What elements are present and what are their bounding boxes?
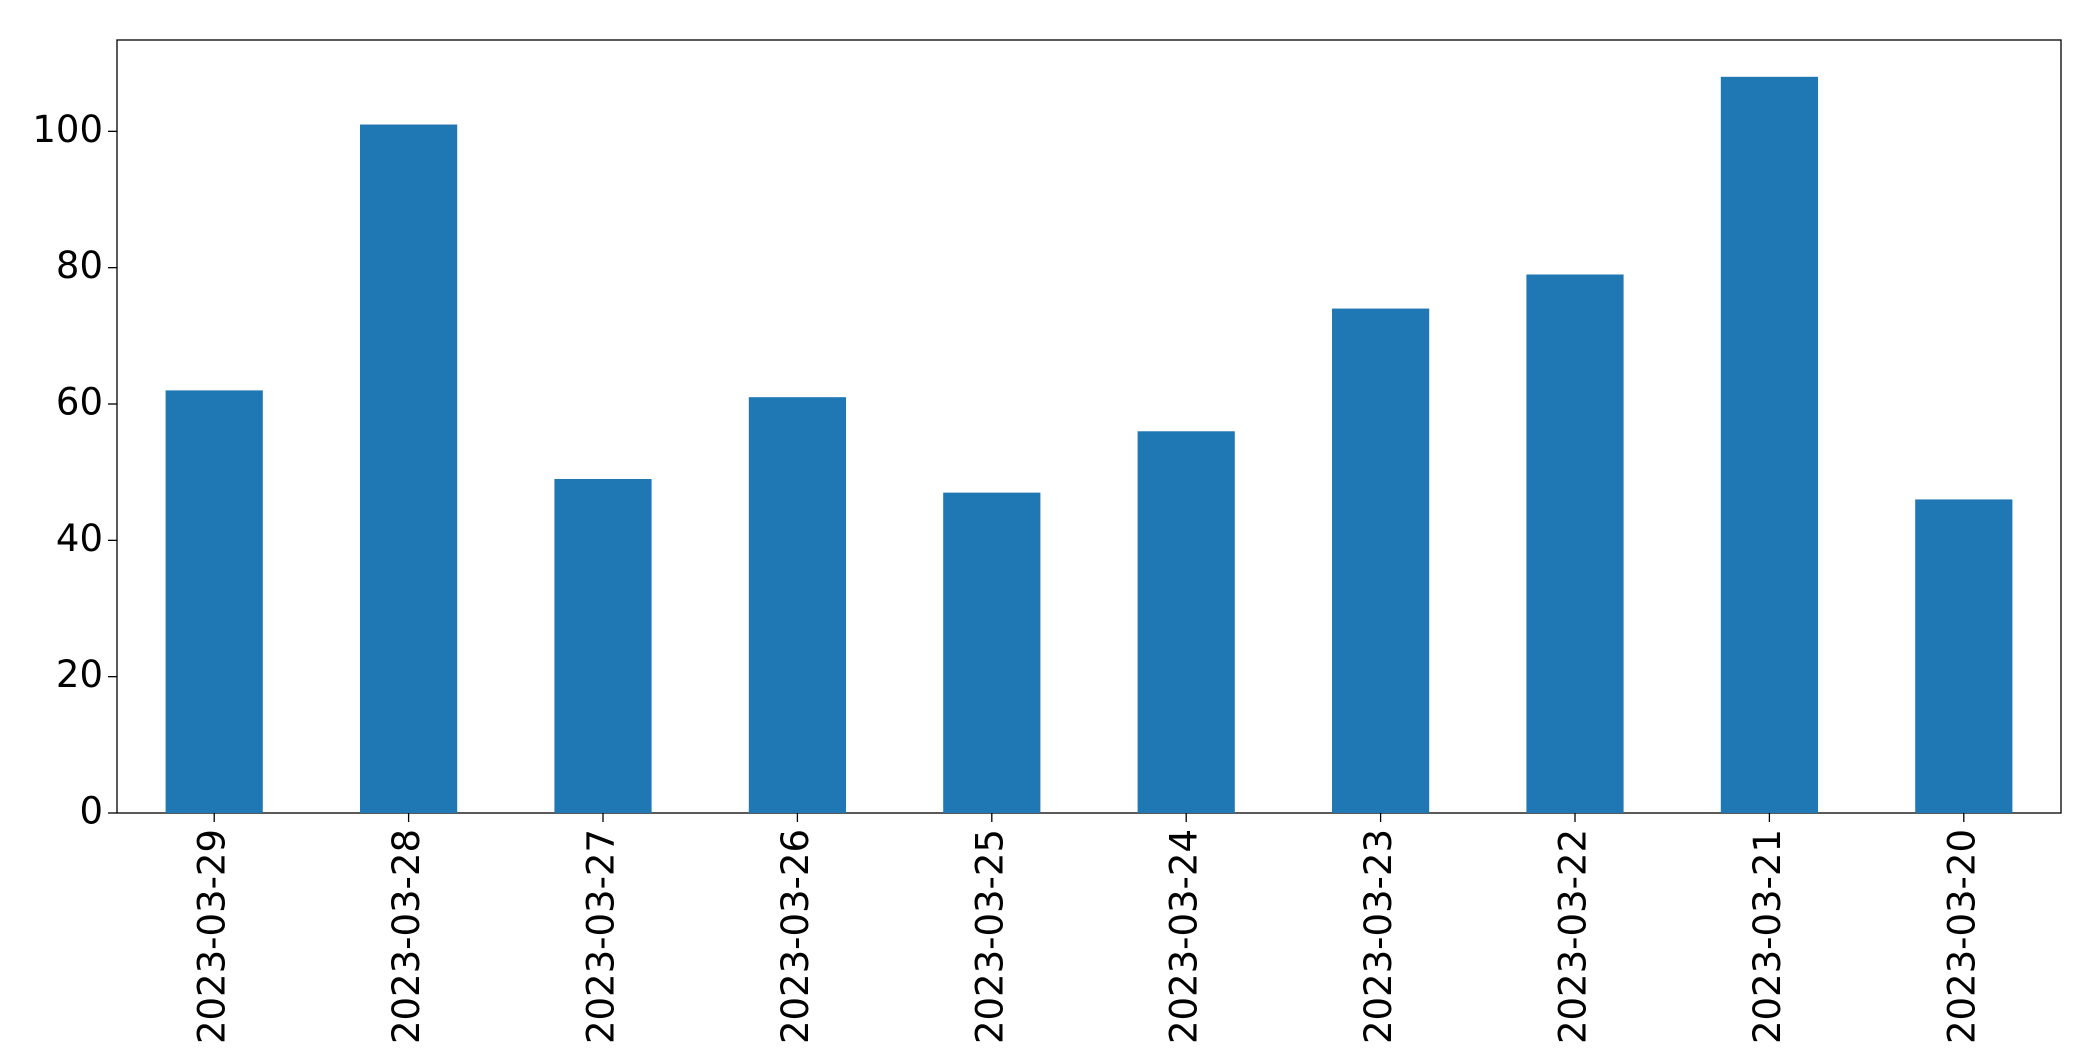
- x-tick-label: 2023-03-22: [1552, 829, 1595, 1044]
- y-tick-label: 0: [79, 790, 103, 833]
- bar: [748, 397, 846, 813]
- y-tick-label: 100: [32, 108, 103, 151]
- x-tick-label: 2023-03-27: [580, 829, 623, 1044]
- x-tick-label: 2023-03-29: [191, 829, 234, 1044]
- bar: [1137, 431, 1235, 813]
- bar: [1332, 308, 1430, 813]
- x-tick-label: 2023-03-23: [1357, 829, 1400, 1044]
- bar: [1526, 274, 1624, 813]
- y-tick-label: 20: [56, 653, 103, 696]
- x-tick-label: 2023-03-20: [1940, 829, 1983, 1044]
- x-tick-label: 2023-03-21: [1746, 829, 1789, 1044]
- bar: [554, 478, 652, 813]
- x-tick-label: 2023-03-26: [774, 829, 817, 1044]
- bar: [1915, 499, 2013, 813]
- y-tick-label: 60: [56, 381, 103, 424]
- y-tick-label: 80: [56, 244, 103, 287]
- bar: [943, 492, 1041, 813]
- bar: [165, 390, 263, 813]
- bar: [1720, 76, 1818, 814]
- x-tick-label: 2023-03-25: [968, 829, 1011, 1044]
- y-tick-label: 40: [56, 517, 103, 560]
- x-tick-label: 2023-03-24: [1163, 829, 1206, 1044]
- x-tick-label: 2023-03-28: [385, 829, 428, 1044]
- bar: [360, 124, 458, 813]
- plot-frame: [116, 39, 2062, 814]
